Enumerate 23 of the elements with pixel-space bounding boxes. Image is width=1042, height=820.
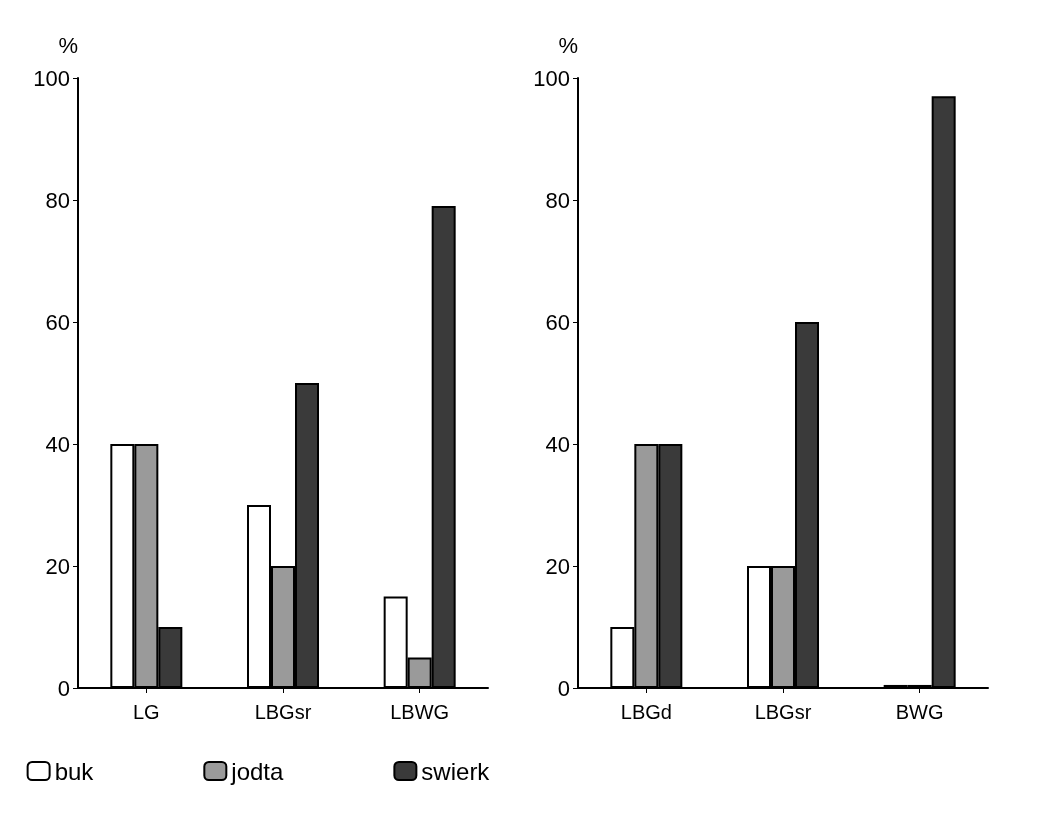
legend-label: jodta xyxy=(230,757,285,785)
y-axis-title: % xyxy=(558,32,578,58)
y-tick-label: 20 xyxy=(45,553,70,579)
y-tick-label: 60 xyxy=(45,309,70,335)
y-axis-title: % xyxy=(58,32,78,58)
y-tick-label: 0 xyxy=(57,675,70,701)
x-tick-label: LBGsr xyxy=(754,701,812,723)
x-tick-label: BWG xyxy=(895,701,944,723)
y-tick-label: 80 xyxy=(45,187,70,213)
legend-label: swierk xyxy=(421,757,491,785)
y-tick-label: 40 xyxy=(545,431,570,457)
y-tick-label: 100 xyxy=(533,65,570,91)
y-tick-label: 80 xyxy=(545,187,570,213)
legend-label: buk xyxy=(54,757,95,785)
y-tick-label: 40 xyxy=(45,431,70,457)
x-tick-label: LBGd xyxy=(620,701,672,723)
x-tick-label: LG xyxy=(132,701,160,723)
x-tick-label: LBWG xyxy=(390,701,450,723)
x-tick-label: LBGsr xyxy=(254,701,312,723)
y-tick-label: 20 xyxy=(545,553,570,579)
y-tick-label: 100 xyxy=(33,65,70,91)
y-tick-label: 60 xyxy=(545,309,570,335)
y-tick-label: 0 xyxy=(557,675,570,701)
